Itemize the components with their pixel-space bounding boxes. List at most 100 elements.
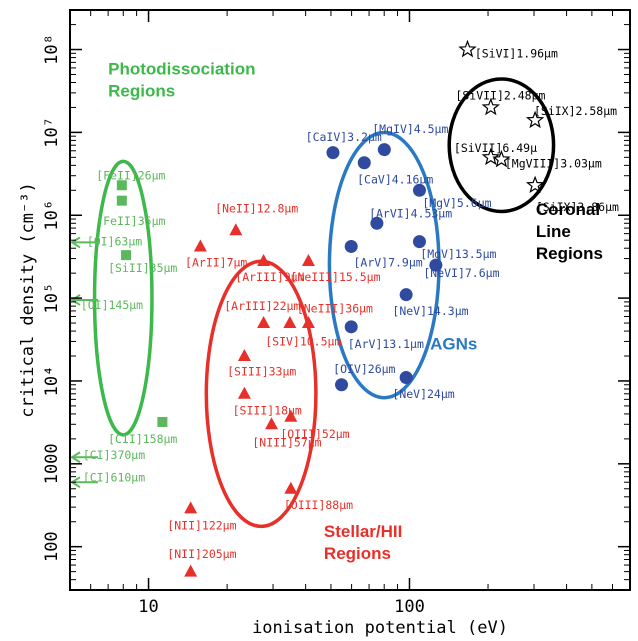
point-nev-14-3-m	[399, 288, 413, 302]
point-labels: [FeII]26μm [FeII]35μm [SiII]35μm [CII]158μm…	[81, 46, 619, 560]
point-siii-18-m	[237, 386, 251, 399]
point-oiii-88-m	[284, 481, 298, 494]
label-oi-145-m: [OI]145μm	[81, 298, 143, 312]
point-siii-35-m	[121, 250, 132, 261]
label-feii-26-m: [FeII]26μm	[96, 169, 165, 183]
x-tick-label: 10	[138, 597, 158, 617]
point-sivii-2-48-m	[481, 97, 500, 116]
y-tick-label: 100	[42, 531, 62, 562]
label-arvi-4-53-m: [ArVI]4.53μm	[369, 206, 452, 220]
point-arii-7-m	[193, 239, 207, 252]
label-siix-2-58-m: [SiIX]2.58μm	[534, 104, 617, 118]
point-siv-10-5-m	[283, 316, 297, 329]
point-arv-13-1-m	[344, 320, 358, 334]
label-siii-33-m: [SIII]33μm	[227, 365, 296, 379]
label-ariii-9-m: [ArIII]9μm	[235, 270, 304, 284]
region-labels: Photodissociation Regions Stellar/HII Regio…	[108, 59, 603, 563]
label-ci-610-m: [CI]610μm	[83, 471, 145, 485]
label-nev-24-m: [NeV]24μm	[392, 387, 454, 401]
region-label-photodissociation-regions: Photodissociation Regions	[108, 59, 255, 100]
label-mgviii-3-03-m: [MgVIII]3.03μm	[505, 157, 602, 171]
point-oi-63-m	[70, 236, 98, 249]
point-nev-24-m	[399, 371, 413, 385]
point-siii-33-m	[237, 349, 251, 362]
point-neii-12-8-m	[229, 223, 243, 236]
label-arii-7-m: [ArII]7μm	[185, 255, 247, 269]
point-oi-145-m	[70, 294, 98, 306]
label-feii-35-m: [FeII]35μm	[96, 214, 165, 228]
label-cii-158-m: [CII]158μm	[108, 432, 177, 446]
label-siii-18-m: [SIII]18μm	[233, 404, 302, 418]
label-siix-3-86-m: [SiIX]3.86μm	[536, 200, 619, 214]
point-oiii-52-m	[284, 409, 298, 422]
region-ellipse-photodissociation-regions	[92, 159, 154, 437]
point-niii-57-m	[265, 417, 279, 430]
point-neiii-15-5-m	[301, 254, 315, 267]
point-arv-7-9-m	[344, 239, 358, 253]
point-ci-370-m	[70, 451, 98, 464]
y-tick-label: 10⁴	[42, 366, 62, 397]
region-ellipse-coronal-line-regions	[447, 77, 556, 214]
y-tick-label: 1000	[42, 443, 62, 484]
point-cav-4-16-m	[357, 156, 371, 170]
point-cii-158-m	[157, 416, 168, 427]
region-label-stellar-hii-regions: Stellar/HII Regions	[324, 522, 402, 563]
data-points	[70, 39, 545, 577]
label-mgiv-4-5-m: [MgIV]4.5μm	[372, 122, 448, 136]
region-label-coronal-line-regions: Coronal Line Regions	[536, 200, 603, 263]
label-oiii-52-m: [OIII]52μm	[280, 427, 349, 441]
label-mgv-5-6-m: [MgV]5.6μm	[422, 196, 491, 210]
axes	[69, 9, 631, 591]
label-ariii-22-m: [ArIII]22μm	[224, 299, 300, 313]
point-mgiv-4-5-m	[377, 143, 391, 157]
label-oiii-88-m: [OIII]88μm	[284, 498, 353, 512]
label-nii-122-m: [NII]122μm	[167, 519, 236, 533]
label-neii-12-8-m: [NeII]12.8μm	[215, 202, 298, 216]
label-nev-14-3-m: [NeV]14.3μm	[392, 304, 468, 318]
x-tick-label: 100	[394, 597, 425, 617]
y-tick-label: 10⁵	[42, 283, 62, 314]
label-mgv-13-5-m: [MgV]13.5μm	[420, 247, 496, 261]
label-siii-35-m: [SiII]35μm	[108, 261, 177, 275]
label-nevi-7-6-m: [NeVI]7.6μm	[423, 266, 499, 280]
point-sivii-6-49	[481, 147, 500, 166]
label-ci-370-m: [CI]370μm	[83, 448, 145, 462]
point-nevi-7-6-m	[429, 258, 443, 272]
y-tick-label: 10⁷	[42, 117, 62, 148]
point-arvi-4-53-m	[370, 216, 384, 230]
plot-frame	[69, 9, 631, 591]
point-mgv-5-6-m	[412, 183, 426, 197]
point-feii-35-m	[116, 195, 127, 206]
label-siv-10-5-m: [SIV]10.5μm	[265, 334, 341, 348]
label-sivii-2-48-m: [SiVII]2.48μm	[455, 88, 545, 102]
label-cav-4-16-m: [CaV]4.16μm	[357, 173, 433, 187]
point-caiv-3-2-m	[326, 146, 340, 160]
label-arv-13-1-m: [ArV]13.1μm	[348, 337, 424, 351]
point-nii-122-m	[184, 501, 198, 514]
point-oiv-26-m	[335, 378, 349, 392]
label-oiv-26-m: [OIV]26μm	[333, 362, 395, 376]
label-niii-57-m: [NIII]57μm	[252, 436, 321, 450]
point-feii-26-m	[116, 180, 127, 191]
y-axis-title: critical density (cm⁻³)	[18, 182, 38, 417]
point-nii-205-m	[184, 564, 198, 577]
point-siix-3-86-m	[525, 175, 545, 194]
point-siix-2-58-m	[525, 110, 545, 129]
y-tick-label: 10⁸	[42, 34, 62, 65]
label-nii-205-m: [NII]205μm	[167, 547, 236, 561]
label-sivii-6-49: [SiVII]6.49μ	[454, 141, 537, 155]
point-ariii-22-m	[257, 316, 271, 329]
label-neiii-15-5-m: [NeIII]15.5μm	[291, 270, 381, 284]
label-oi-63-m: [OI]63μm	[87, 235, 142, 249]
label-neiii-36-m: [NeIII]36μm	[297, 301, 373, 315]
point-mgv-13-5-m	[412, 235, 426, 249]
x-axis-title: ionisation potential (eV)	[252, 618, 508, 638]
y-tick-label: 10⁶	[42, 200, 62, 231]
point-neiii-36-m	[301, 316, 315, 329]
label-arv-7-9-m: [ArV]7.9μm	[353, 255, 422, 269]
label-sivi-1-96-m: [SiVI]1.96μm	[475, 46, 558, 60]
axis-ticks: 10 100 100 1000 10⁴ 10⁵ 10⁶ 10⁷ 10⁸	[42, 9, 631, 617]
label-caiv-3-2-m: [CaIV]3.2μm	[306, 130, 382, 144]
point-ariii-9-m	[257, 254, 271, 267]
